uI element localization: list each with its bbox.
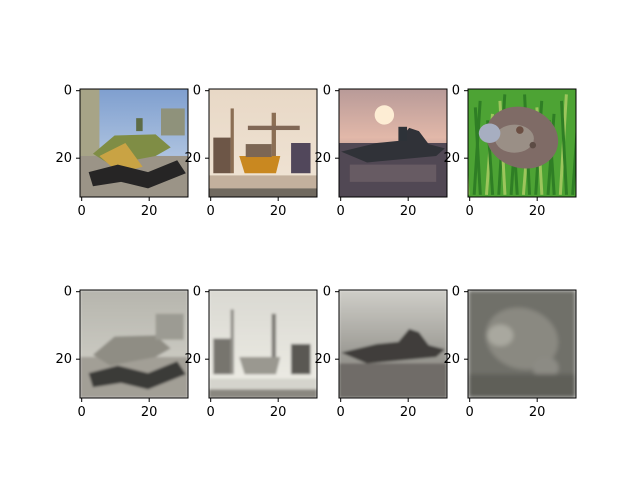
image-panel-8: 0 20 0 20	[443, 285, 577, 420]
x-tick-label: 20	[270, 204, 287, 219]
y-tick-label: 20	[184, 352, 201, 367]
y-tick-label: 20	[314, 151, 331, 166]
x-tick-label: 20	[529, 204, 546, 219]
image-content	[339, 89, 447, 197]
y-tick-label: 20	[314, 352, 331, 367]
x-tick-label: 0	[337, 405, 345, 420]
image-content	[468, 290, 576, 398]
image-content	[80, 290, 188, 398]
x-tick-label: 20	[141, 204, 158, 219]
y-tick-label: 20	[55, 352, 72, 367]
image-panel-7: 0 20 0 20	[314, 285, 448, 420]
axes-frame	[467, 88, 577, 198]
x-tick-label: 0	[337, 204, 345, 219]
image-panel-6: 0 20 0 20	[184, 285, 318, 420]
y-tick-label: 0	[193, 285, 201, 300]
y-tick-label: 0	[323, 285, 331, 300]
y-tick-label: 0	[193, 84, 201, 99]
y-tick-label: 20	[184, 151, 201, 166]
y-tick-label: 0	[452, 285, 460, 300]
axes-frame	[338, 289, 448, 399]
x-tick-label: 0	[207, 405, 215, 420]
image-panel-2: 0 20 0 20	[184, 84, 318, 219]
x-tick-label: 0	[207, 204, 215, 219]
axes-frame	[338, 88, 448, 198]
image-panel-5: 0 20 0 20	[55, 285, 189, 420]
y-tick-label: 0	[452, 84, 460, 99]
y-tick-label: 0	[64, 84, 72, 99]
image-content	[209, 290, 317, 398]
x-tick-label: 20	[400, 204, 417, 219]
y-tick-label: 20	[443, 352, 460, 367]
x-tick-label: 0	[78, 204, 86, 219]
x-tick-label: 0	[466, 204, 474, 219]
x-tick-label: 0	[78, 405, 86, 420]
x-tick-label: 20	[141, 405, 158, 420]
image-content	[468, 89, 576, 197]
x-tick-label: 0	[466, 405, 474, 420]
x-tick-label: 20	[270, 405, 287, 420]
image-content	[209, 89, 317, 197]
axes-frame	[79, 88, 189, 198]
axes-frame	[208, 88, 318, 198]
y-tick-label: 20	[443, 151, 460, 166]
x-tick-label: 20	[400, 405, 417, 420]
image-panel-4: 0 20 0 20	[443, 84, 577, 219]
image-content	[339, 290, 447, 398]
axes-frame	[208, 289, 318, 399]
axes-frame	[467, 289, 577, 399]
image-content	[80, 89, 188, 197]
y-tick-label: 20	[55, 151, 72, 166]
axes-frame	[79, 289, 189, 399]
x-tick-label: 20	[529, 405, 546, 420]
image-panel-3: 0 20 0 20	[314, 84, 448, 219]
image-panel-1: 0 20 0 20	[55, 84, 189, 219]
y-tick-label: 0	[64, 285, 72, 300]
y-tick-label: 0	[323, 84, 331, 99]
